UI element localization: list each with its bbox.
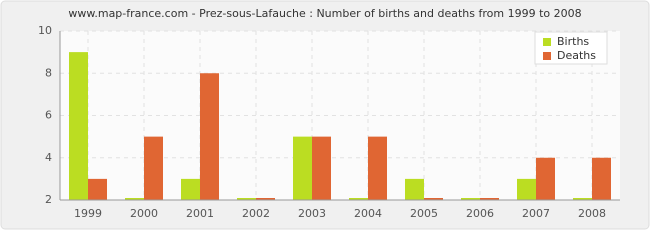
bar: [125, 198, 144, 200]
y-tick-label: 2: [45, 193, 52, 206]
legend-label: Deaths: [557, 49, 596, 62]
bar: [461, 198, 480, 200]
chart: www.map-france.com - Prez-sous-Lafauche …: [0, 0, 650, 230]
legend-swatch: [543, 52, 551, 60]
x-tick-label: 2003: [298, 207, 326, 220]
y-tick-label: 8: [45, 66, 52, 79]
bar: [200, 73, 219, 200]
bar: [480, 198, 499, 200]
x-tick-label: 2000: [130, 207, 158, 220]
bar: [88, 178, 107, 200]
bar: [517, 178, 536, 200]
y-tick-label: 6: [45, 109, 52, 122]
bar: [349, 198, 368, 200]
x-tick-label: 2007: [522, 207, 550, 220]
x-tick-label: 1999: [74, 207, 102, 220]
bar: [424, 198, 443, 200]
y-tick-label: 10: [38, 24, 52, 37]
bar: [256, 198, 275, 200]
bar: [69, 52, 88, 200]
bar: [405, 178, 424, 200]
bar: [181, 178, 200, 200]
bar: [312, 136, 331, 200]
bar: [144, 136, 163, 200]
bar: [592, 157, 611, 200]
x-tick-label: 2006: [466, 207, 494, 220]
bar: [573, 198, 592, 200]
chart-title: www.map-france.com - Prez-sous-Lafauche …: [68, 7, 581, 20]
legend-label: Births: [557, 35, 589, 48]
bar: [293, 136, 312, 200]
bar: [237, 198, 256, 200]
x-tick-label: 2005: [410, 207, 438, 220]
legend-swatch: [543, 38, 551, 46]
y-tick-label: 4: [45, 151, 52, 164]
x-tick-label: 2002: [242, 207, 270, 220]
x-tick-label: 2001: [186, 207, 214, 220]
bar: [368, 136, 387, 200]
x-tick-label: 2008: [578, 207, 606, 220]
x-tick-label: 2004: [354, 207, 382, 220]
bar: [536, 157, 555, 200]
